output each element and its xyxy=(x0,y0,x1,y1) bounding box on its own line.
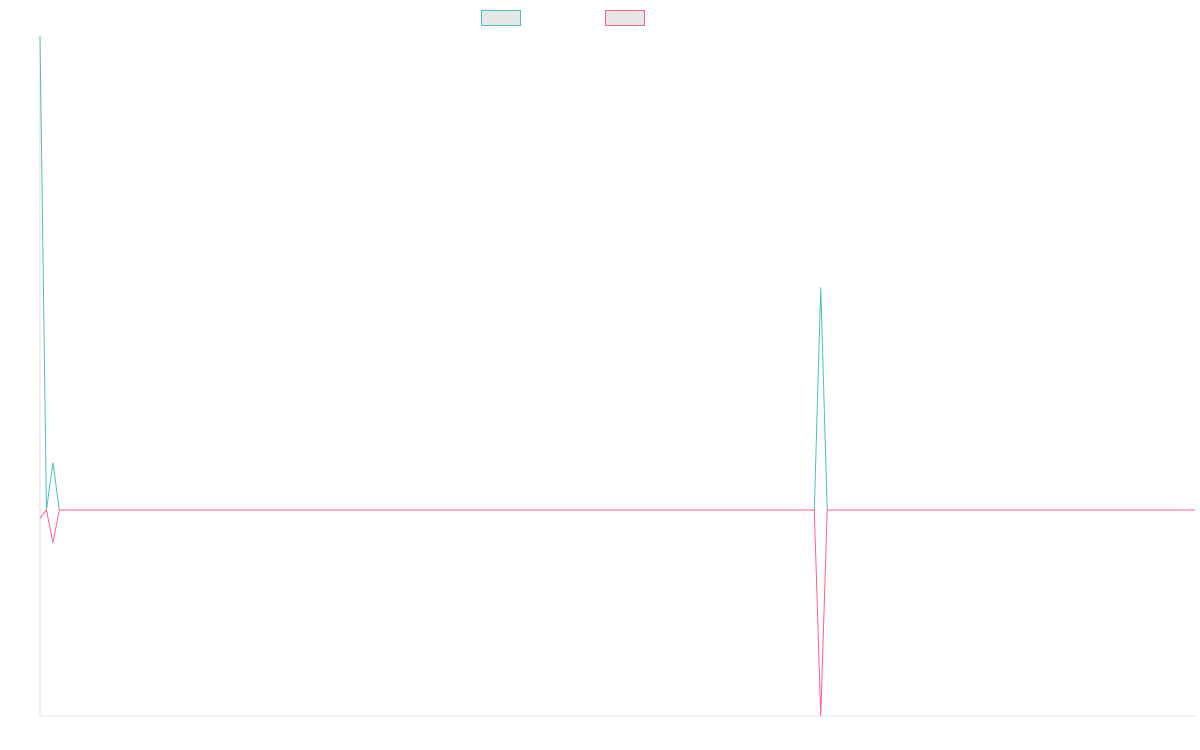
series-layer xyxy=(39,35,1195,717)
series-line-1 xyxy=(39,35,1195,511)
series-line-2 xyxy=(39,508,1195,717)
axes xyxy=(39,36,1195,717)
legend xyxy=(481,10,645,26)
legend-swatch-2 xyxy=(605,10,645,26)
legend-item-1[interactable] xyxy=(481,10,521,26)
legend-swatch-1 xyxy=(481,10,521,26)
legend-item-2[interactable] xyxy=(605,10,645,26)
